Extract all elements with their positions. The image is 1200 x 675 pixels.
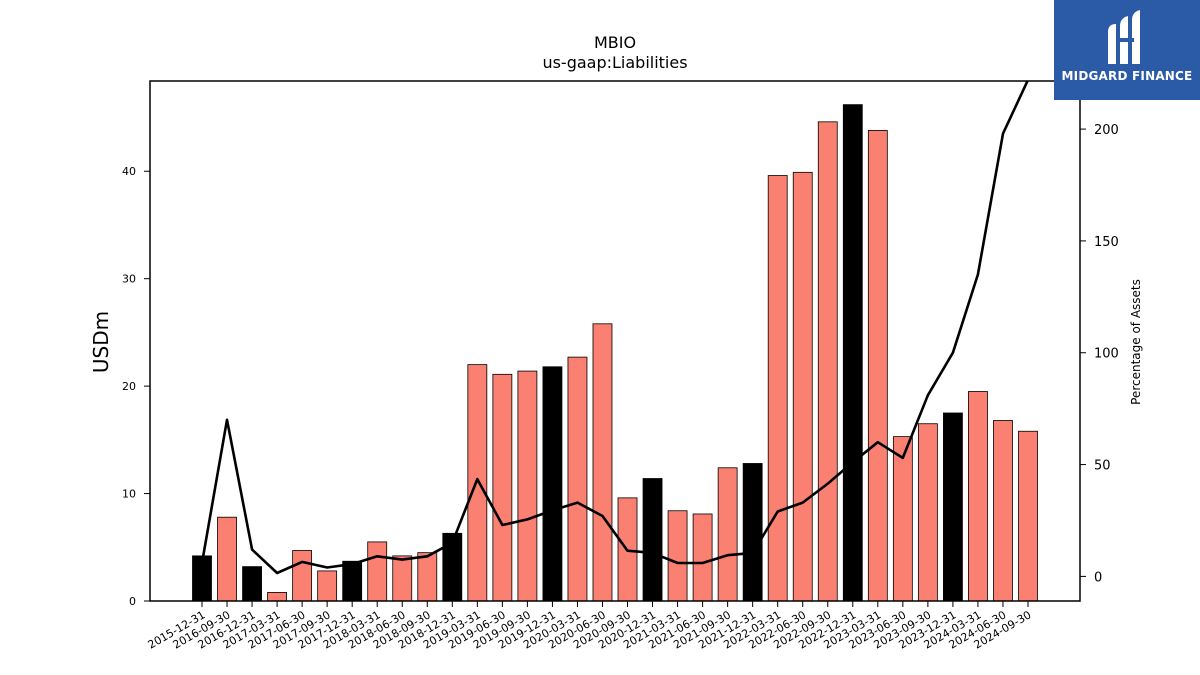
x-axis: 2015-12-312016-09-302016-12-312017-03-31…: [146, 601, 1034, 652]
bar-2023-06-30: [892, 436, 913, 602]
bar-2023-12-31: [943, 412, 963, 602]
bar-2018-09-30: [417, 552, 438, 602]
bar-2023-09-30: [917, 423, 938, 602]
bar-2016-09-30: [217, 516, 237, 602]
y-axis-label: USDm: [89, 311, 113, 373]
bar-2022-03-31: [767, 175, 788, 602]
bars: [192, 104, 1038, 602]
bar-2021-03-31: [667, 510, 688, 602]
bar-2020-03-31: [567, 356, 588, 602]
bar-2016-12-31: [242, 566, 262, 602]
line-percentage-of-assets: [200, 81, 1029, 575]
y-tick-label: 10: [122, 488, 136, 501]
midgard-finance-logo: MIDGARD FINANCE: [1054, 0, 1200, 100]
y2-axis-label: Percentage of Assets: [1129, 279, 1143, 405]
bar-2022-06-30: [792, 171, 813, 602]
bar-2021-09-30: [717, 467, 738, 602]
chart-subtitle: us-gaap:Liabilities: [542, 53, 687, 72]
bar-2017-03-31: [267, 592, 287, 602]
plot-frame: [149, 80, 1081, 602]
y-axis-right: 0 50 100 150 200: [1080, 123, 1119, 585]
chart-title: MBIO: [594, 33, 636, 52]
bar-2019-06-30: [492, 373, 513, 602]
bar-2019-09-30: [517, 370, 538, 602]
logo-text: MIDGARD FINANCE: [1061, 69, 1193, 83]
bar-2021-12-31: [742, 463, 763, 602]
bar-2017-09-30: [317, 570, 338, 602]
y2-tick-label: 0: [1094, 570, 1102, 585]
y-axis-left: 0 10 20 30 40: [122, 165, 150, 608]
bar-2020-06-30: [592, 323, 613, 602]
bar-2019-03-31: [467, 364, 488, 602]
y2-tick-label: 50: [1094, 459, 1111, 474]
y2-tick-label: 150: [1094, 235, 1119, 250]
bar-2019-12-31: [542, 366, 563, 602]
y2-tick-label: 100: [1094, 347, 1119, 362]
line-layer: [200, 81, 1029, 575]
bar-2017-06-30: [292, 550, 313, 602]
logo-mark-icon: [1108, 10, 1140, 64]
y2-tick-label: 200: [1094, 123, 1119, 138]
bar-2022-12-31: [842, 104, 863, 602]
bar-2024-09-30: [1018, 430, 1038, 602]
bar-2018-06-30: [392, 555, 413, 602]
bar-2024-03-31: [968, 391, 988, 602]
bar-2017-12-31: [342, 560, 363, 602]
bar-2021-06-30: [692, 513, 713, 602]
bar-2023-03-31: [867, 130, 888, 602]
y-tick-label: 40: [122, 165, 136, 178]
bar-2024-06-30: [993, 420, 1013, 602]
y-tick-label: 0: [129, 595, 136, 608]
bar-2018-03-31: [367, 541, 388, 602]
y-tick-label: 20: [122, 380, 136, 393]
bar-2022-09-30: [817, 121, 838, 602]
bar-2020-12-31: [642, 478, 663, 602]
y-tick-label: 30: [122, 273, 136, 286]
